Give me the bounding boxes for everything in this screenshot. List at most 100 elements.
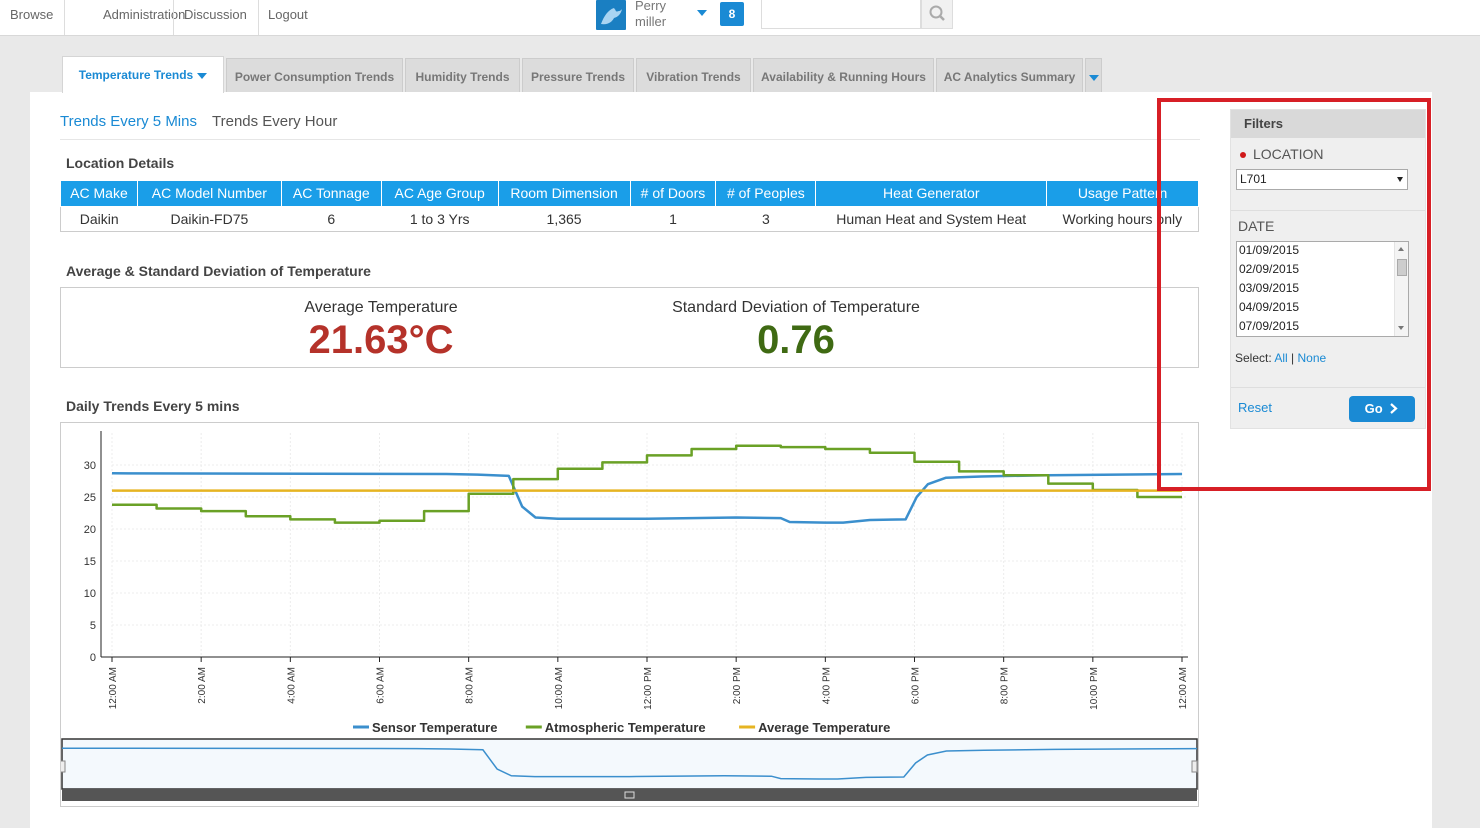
user-avatar[interactable] bbox=[596, 0, 626, 30]
navigator-left-handle[interactable] bbox=[61, 760, 66, 773]
table-cell: Working hours only bbox=[1046, 206, 1199, 232]
filter-divider bbox=[1231, 387, 1425, 388]
more-tabs-dropdown[interactable] bbox=[1085, 58, 1102, 92]
x-tick-label: 4:00 AM bbox=[286, 667, 297, 704]
table-cell: Daikin-FD75 bbox=[137, 206, 282, 232]
nav-administration-link[interactable]: Administration bbox=[103, 7, 186, 22]
x-tick-label: 4:00 PM bbox=[821, 667, 832, 704]
date-option[interactable]: 04/09/2015 bbox=[1239, 300, 1300, 314]
tab-vibration-trends[interactable]: Vibration Trends bbox=[636, 58, 751, 92]
go-button-label: Go bbox=[1364, 401, 1383, 416]
reset-link[interactable]: Reset bbox=[1238, 400, 1272, 415]
dragon-icon bbox=[601, 8, 622, 25]
select-all-link[interactable]: All bbox=[1274, 351, 1288, 365]
column-header: Heat Generator bbox=[815, 181, 1048, 207]
date-option[interactable]: 02/09/2015 bbox=[1239, 262, 1300, 276]
y-tick-label: 30 bbox=[84, 460, 96, 472]
location-filter-label: LOCATION bbox=[1253, 146, 1324, 162]
scroll-up-arrow-icon[interactable] bbox=[1398, 247, 1404, 251]
go-button[interactable]: Go bbox=[1349, 396, 1415, 422]
nav-divider bbox=[258, 0, 259, 35]
y-tick-label: 20 bbox=[84, 524, 96, 536]
daily-trends-chart: 0 5 10 15 20 25 30 12:00 AM 2:00 AM 4:00 AM 6:00 A… bbox=[60, 422, 1199, 807]
x-tick-label: 8:00 PM bbox=[1000, 667, 1011, 704]
x-tick-label: 12:00 AM bbox=[108, 667, 119, 709]
location-select[interactable]: L701 bbox=[1236, 169, 1408, 190]
navigator-right-handle[interactable] bbox=[1191, 760, 1198, 773]
tab-availability-running-hours[interactable]: Availability & Running Hours bbox=[753, 58, 934, 92]
date-option[interactable]: 03/09/2015 bbox=[1239, 281, 1300, 295]
column-header: AC Tonnage bbox=[280, 181, 382, 207]
location-details-table: AC Make AC Model Number AC Tonnage AC Ag… bbox=[60, 181, 1199, 232]
column-header: # of Peoples bbox=[715, 181, 817, 207]
column-header: AC Make bbox=[60, 181, 138, 207]
nav-logout-link[interactable]: Logout bbox=[268, 7, 308, 22]
x-tick-label: 2:00 AM bbox=[197, 667, 208, 704]
location-details-title: Location Details bbox=[66, 155, 175, 171]
table-cell: 1,365 bbox=[498, 206, 631, 232]
chevron-right-icon bbox=[1390, 403, 1398, 414]
legend-item-label[interactable]: Atmospheric Temperature bbox=[545, 720, 706, 735]
scroll-thumb[interactable] bbox=[1397, 259, 1407, 276]
nav-browse-link[interactable]: Browse bbox=[10, 7, 54, 22]
user-first-name[interactable]: Perry bbox=[635, 0, 667, 13]
search-input[interactable] bbox=[761, 0, 921, 29]
x-tick-label: 8:00 AM bbox=[465, 667, 476, 704]
x-tick-label: 10:00 AM bbox=[554, 667, 565, 709]
y-tick-label: 25 bbox=[84, 492, 96, 504]
x-tick-label: 10:00 PM bbox=[1089, 667, 1100, 710]
subtab-divider bbox=[60, 139, 1200, 140]
nav-divider bbox=[173, 0, 174, 35]
notification-badge[interactable]: 8 bbox=[720, 2, 744, 26]
location-select-value: L701 bbox=[1240, 172, 1267, 186]
legend-item-label[interactable]: Sensor Temperature bbox=[372, 720, 497, 735]
select-none-link[interactable]: None bbox=[1297, 351, 1327, 365]
x-tick-label: 6:00 PM bbox=[911, 667, 922, 704]
select-label: Select: bbox=[1235, 351, 1272, 365]
navigator-scrollbar[interactable] bbox=[62, 789, 1197, 801]
date-option[interactable]: 07/09/2015 bbox=[1239, 319, 1300, 333]
x-tick-label: 6:00 AM bbox=[376, 667, 387, 704]
table-cell: Human Heat and System Heat bbox=[815, 206, 1047, 232]
std-deviation-value: 0.76 bbox=[757, 318, 835, 362]
y-tick-label: 15 bbox=[84, 556, 96, 568]
subtab-trends-every-5-mins[interactable]: Trends Every 5 Mins bbox=[60, 113, 197, 130]
search-icon bbox=[929, 5, 945, 21]
scrollbar-grip-icon[interactable] bbox=[624, 791, 635, 799]
date-listbox[interactable]: 01/09/2015 02/09/2015 03/09/2015 04/09/2… bbox=[1236, 241, 1409, 337]
table-row: Daikin Daikin-FD75 6 1 to 3 Yrs 1,365 1 … bbox=[60, 206, 1199, 232]
filters-panel: Filters LOCATION L701 DATE 01/09/2015 02… bbox=[1230, 109, 1426, 429]
date-filter-label: DATE bbox=[1238, 218, 1275, 234]
y-tick-label: 5 bbox=[90, 620, 96, 632]
chevron-down-icon bbox=[197, 72, 208, 79]
nav-discussion-link[interactable]: Discussion bbox=[184, 7, 247, 22]
y-tick-label: 10 bbox=[84, 588, 96, 600]
tab-temperature-trends[interactable]: Temperature Trends bbox=[62, 56, 224, 93]
column-header: AC Age Group bbox=[380, 181, 499, 207]
table-cell: 1 bbox=[630, 206, 716, 232]
table-cell: 6 bbox=[281, 206, 382, 232]
series-line-atmospheric-temperature[interactable] bbox=[112, 444, 1182, 524]
user-last-name[interactable]: miller bbox=[635, 14, 667, 29]
avg-std-section-title: Average & Standard Deviation of Temperat… bbox=[66, 263, 371, 279]
date-option[interactable]: 01/09/2015 bbox=[1239, 243, 1300, 257]
column-header: # of Doors bbox=[629, 181, 717, 207]
column-header: Room Dimension bbox=[497, 181, 631, 207]
range-navigator[interactable] bbox=[61, 738, 1198, 790]
top-navigation-bar: Browse Administration Discussion Logout … bbox=[0, 0, 1480, 36]
x-tick-label: 12:00 AM bbox=[1178, 667, 1189, 709]
line-chart[interactable]: 0 5 10 15 20 25 30 12:00 AM 2:00 AM 4:00 AM 6:00 A… bbox=[61, 423, 1198, 806]
chevron-down-icon[interactable] bbox=[697, 10, 707, 16]
tab-humidity-trends[interactable]: Humidity Trends bbox=[405, 58, 520, 92]
tab-pressure-trends[interactable]: Pressure Trends bbox=[522, 58, 634, 92]
filter-divider bbox=[1231, 210, 1425, 211]
column-header: Usage Pattern bbox=[1046, 181, 1199, 207]
tab-power-consumption-trends[interactable]: Power Consumption Trends bbox=[226, 58, 403, 92]
subtab-trends-every-hour[interactable]: Trends Every Hour bbox=[212, 113, 338, 130]
tab-label: Temperature Trends bbox=[78, 68, 194, 82]
legend-item-label[interactable]: Average Temperature bbox=[758, 720, 890, 735]
scroll-down-arrow-icon[interactable] bbox=[1398, 326, 1404, 330]
tab-ac-analytics-summary[interactable]: AC Analytics Summary bbox=[936, 58, 1083, 92]
search-button[interactable] bbox=[921, 0, 953, 29]
date-list-scrollbar[interactable] bbox=[1394, 242, 1408, 336]
